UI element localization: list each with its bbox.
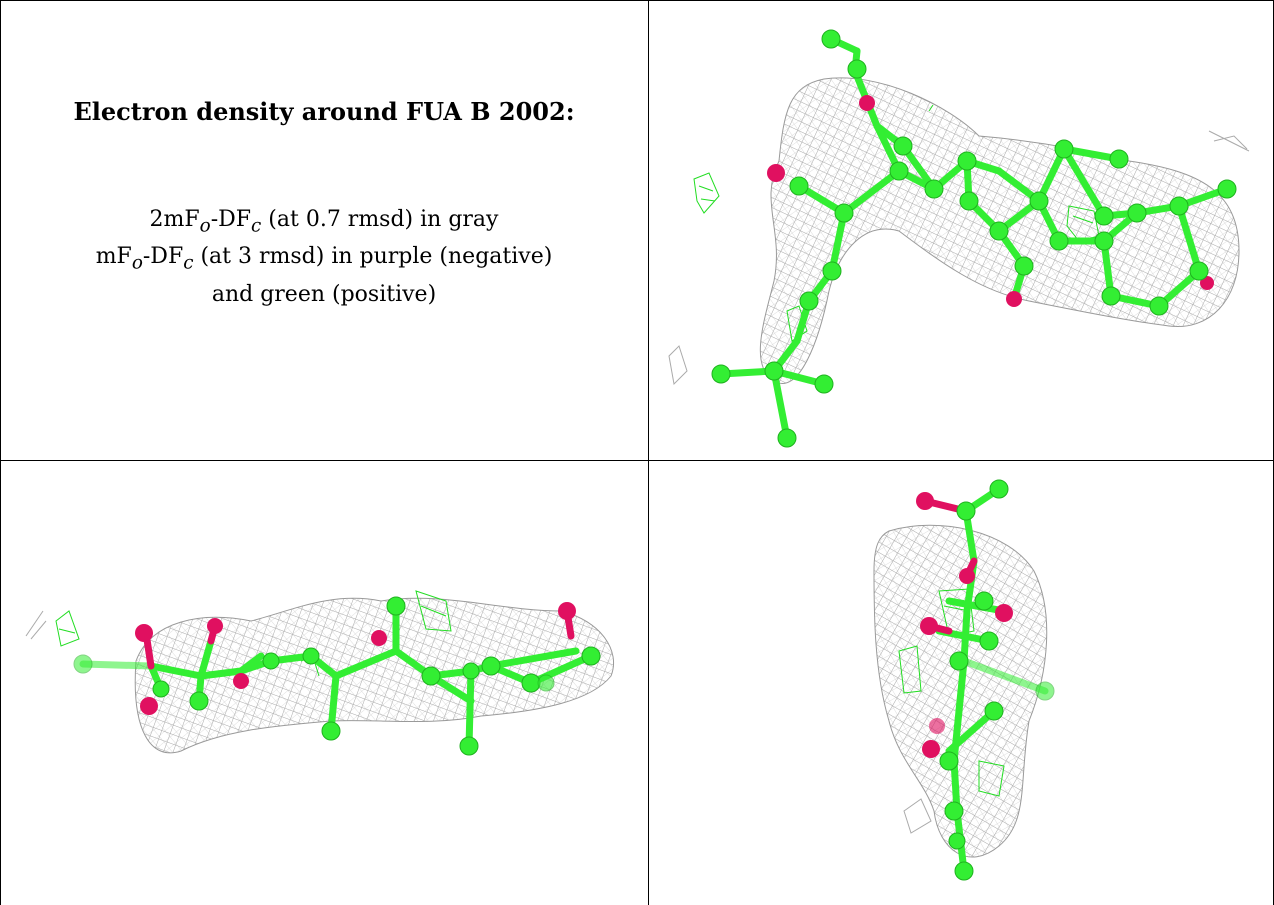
density-image-end-on [873, 479, 1055, 881]
mesh-small-fragments-side [25, 610, 47, 640]
carbon-atoms-side [73, 596, 601, 756]
view-top-right [649, 1, 1273, 460]
caption-line-2fofc: 2mFo-DFc (at 0.7 rmsd) in gray [149, 207, 499, 237]
mesh-small-fragments-end [903, 798, 932, 834]
grid-divider-horizontal [0, 460, 1274, 461]
grid-divider-vertical [648, 0, 649, 905]
caption-cell: Electron density around FUA B 2002: 2mFo… [0, 0, 648, 460]
mesh-positive-fragments-side [55, 590, 452, 677]
mesh-2fofc-side [134, 597, 615, 754]
caption-title: Electron density around FUA B 2002: [73, 97, 575, 126]
grid-border-left [0, 0, 1, 905]
mesh-small-fragments [668, 130, 1250, 386]
oxygen-atoms-end [916, 492, 1013, 758]
carbon-atoms-end [939, 479, 1055, 881]
oxygen-atoms [767, 95, 1214, 307]
view-bottom-right [649, 461, 1273, 905]
caption-line-fofc: mFo-DFc (at 3 rmsd) in purple (negative) [95, 244, 553, 274]
view-bottom-left [1, 461, 648, 905]
oxygen-atoms-side [135, 602, 576, 715]
caption-description: 2mFo-DFc (at 0.7 rmsd) in gray mFo-DFc (… [0, 204, 648, 310]
grid-border-top [0, 0, 1274, 1]
mesh-positive-fragments [693, 104, 1100, 342]
density-image-face-on [668, 29, 1250, 448]
density-image-side-on [25, 590, 615, 756]
carbon-atoms [711, 29, 1237, 448]
caption-line-colors: and green (positive) [211, 281, 437, 307]
